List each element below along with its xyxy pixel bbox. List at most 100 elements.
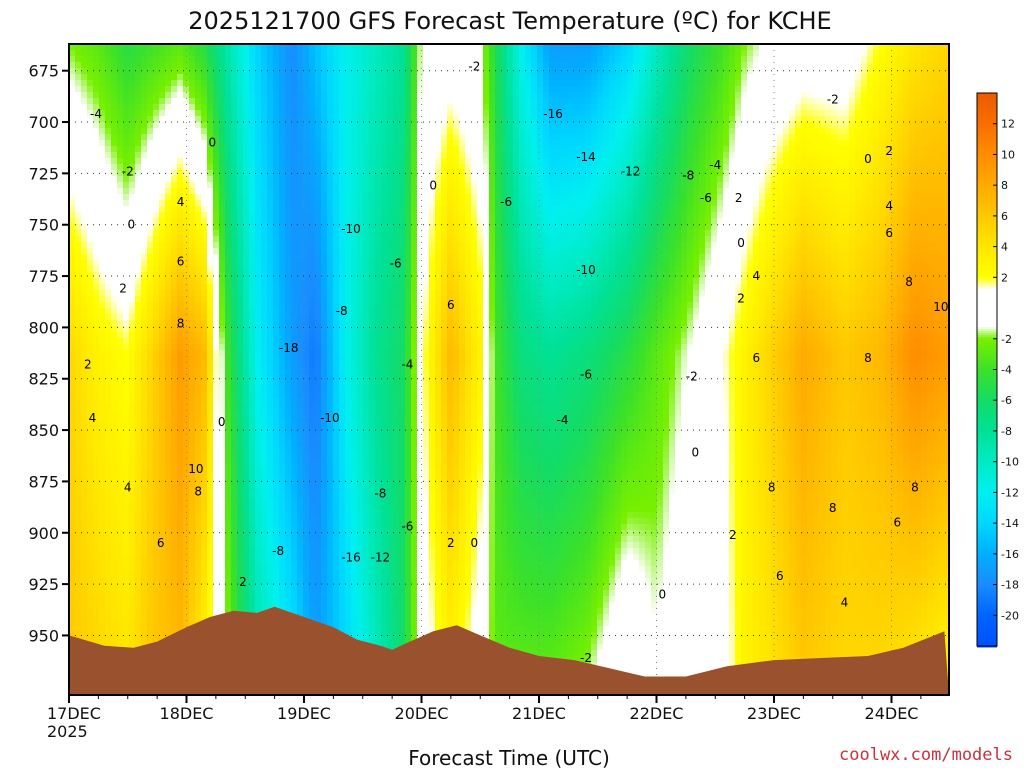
colorbar-swatch xyxy=(977,379,997,382)
colorbar-swatch xyxy=(977,365,997,368)
colorbar-swatch xyxy=(977,299,997,302)
colorbar-swatch xyxy=(977,271,997,274)
contour-label: -12 xyxy=(621,164,641,178)
colorbar-swatch xyxy=(977,197,997,200)
colorbar-swatch xyxy=(977,437,997,440)
colorbar-swatch xyxy=(977,311,997,314)
colorbar-swatch xyxy=(977,101,997,104)
colorbar-swatch xyxy=(977,239,997,242)
colorbar-swatch xyxy=(977,623,997,626)
colorbar-swatch xyxy=(977,415,997,418)
colorbar-swatch xyxy=(977,179,997,182)
contour-label: -2 xyxy=(468,60,480,74)
colorbar-swatch xyxy=(977,257,997,260)
colorbar-swatch xyxy=(977,185,997,188)
colorbar-swatch xyxy=(977,229,997,232)
colorbar-label: -18 xyxy=(1001,579,1019,592)
colorbar-swatch xyxy=(977,627,997,630)
contour-label: -4 xyxy=(709,158,721,172)
colorbar-swatch xyxy=(977,401,997,404)
colorbar-swatch xyxy=(977,387,997,390)
colorbar-swatch xyxy=(977,449,997,452)
x-tick-label: 19DEC xyxy=(277,704,331,723)
colorbar-swatch xyxy=(977,567,997,570)
colorbar-swatch xyxy=(977,581,997,584)
contour-label: 10 xyxy=(188,462,203,476)
colorbar-swatch xyxy=(977,285,997,288)
colorbar-swatch xyxy=(977,423,997,426)
colorbar-swatch xyxy=(977,479,997,482)
colorbar-swatch xyxy=(977,527,997,530)
contour-label: 2 xyxy=(239,575,247,589)
colorbar-swatch xyxy=(977,637,997,640)
contour-label: -4 xyxy=(90,107,102,121)
colorbar-swatch xyxy=(977,183,997,186)
colorbar-swatch xyxy=(977,569,997,572)
colorbar-swatch xyxy=(977,367,997,370)
contour-label: 2 xyxy=(447,536,455,550)
colorbar-swatch xyxy=(977,405,997,408)
contour-label: -16 xyxy=(543,107,563,121)
contour-label: 8 xyxy=(905,275,913,289)
colorbar-swatch xyxy=(977,499,997,502)
colorbar-swatch xyxy=(977,601,997,604)
contour-label: 8 xyxy=(911,481,919,495)
colorbar-swatch xyxy=(977,545,997,548)
y-tick-label: 900 xyxy=(28,524,59,543)
contour-label: 0 xyxy=(127,218,135,232)
contour-label: -8 xyxy=(682,168,694,182)
colorbar-swatch xyxy=(977,287,997,290)
colorbar-swatch xyxy=(977,391,997,394)
colorbar-swatch xyxy=(977,533,997,536)
colorbar-swatch xyxy=(977,417,997,420)
colorbar-swatch xyxy=(977,153,997,156)
colorbar-swatch xyxy=(977,187,997,190)
colorbar-swatch xyxy=(977,125,997,128)
contour-label: -6 xyxy=(390,257,402,271)
colorbar-swatch xyxy=(977,203,997,206)
colorbar-swatch xyxy=(977,273,997,276)
colorbar-swatch xyxy=(977,253,997,256)
colorbar-swatch xyxy=(977,181,997,184)
contour-label: -8 xyxy=(374,487,386,501)
colorbar-swatch xyxy=(977,625,997,628)
colorbar-swatch xyxy=(977,343,997,346)
colorbar-swatch xyxy=(977,263,997,266)
colorbar-swatch xyxy=(977,223,997,226)
y-tick-label: 725 xyxy=(28,164,59,183)
colorbar-label: -16 xyxy=(1001,548,1019,561)
colorbar-swatch xyxy=(977,621,997,624)
colorbar-swatch xyxy=(977,473,997,476)
contour-label: 8 xyxy=(194,485,202,499)
colorbar-swatch xyxy=(977,139,997,142)
grid-lines xyxy=(69,44,949,695)
colorbar-swatch xyxy=(977,639,997,642)
colorbar-swatch xyxy=(977,289,997,292)
colorbar-swatch xyxy=(977,563,997,566)
colorbar: 12 10 8 6 4 2 -2 -4 -6 -8 -10 -12 -14 -16 -18 -20 xyxy=(976,92,1019,648)
colorbar-swatch xyxy=(977,409,997,412)
contour-label: -6 xyxy=(700,191,712,205)
colorbar-swatch xyxy=(977,293,997,296)
colorbar-swatch xyxy=(977,469,997,472)
contour-label: -6 xyxy=(401,520,413,534)
colorbar-label: 12 xyxy=(1001,118,1015,131)
colorbar-swatch xyxy=(977,511,997,514)
colorbar-swatch xyxy=(977,419,997,422)
colorbar-swatch xyxy=(977,109,997,112)
colorbar-swatch xyxy=(977,373,997,376)
terrain xyxy=(69,606,949,695)
colorbar-swatch xyxy=(977,607,997,610)
colorbar-swatch xyxy=(977,245,997,248)
colorbar-swatch xyxy=(977,297,997,300)
contour-label: 6 xyxy=(177,255,185,269)
colorbar-swatch xyxy=(977,475,997,478)
colorbar-swatch xyxy=(977,217,997,220)
colorbar-swatch xyxy=(977,127,997,130)
colorbar-swatch xyxy=(977,317,997,320)
colorbar-swatch xyxy=(977,243,997,246)
colorbar-swatch xyxy=(977,321,997,324)
colorbar-swatch xyxy=(977,385,997,388)
contour-label: 2 xyxy=(737,292,745,306)
